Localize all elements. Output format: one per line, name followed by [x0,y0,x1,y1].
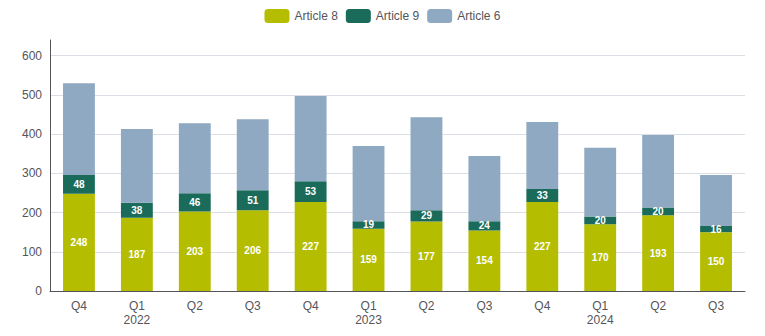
svg-text:100: 100 [22,245,42,259]
svg-text:Q3: Q3 [245,299,261,313]
svg-text:20: 20 [595,215,607,226]
svg-text:Q2: Q2 [418,299,434,313]
svg-text:29: 29 [421,210,433,221]
svg-text:2023: 2023 [355,313,382,327]
svg-text:170: 170 [592,252,609,263]
svg-text:Article 8: Article 8 [294,9,338,23]
svg-text:Article 6: Article 6 [457,9,501,23]
svg-text:2024: 2024 [587,313,614,327]
svg-text:400: 400 [22,127,42,141]
svg-text:20: 20 [653,206,665,217]
svg-text:33: 33 [537,190,549,201]
svg-text:227: 227 [302,241,319,252]
svg-text:Q4: Q4 [71,299,87,313]
svg-text:227: 227 [534,241,551,252]
svg-text:51: 51 [247,195,259,206]
svg-text:159: 159 [360,254,377,265]
svg-text:19: 19 [363,219,375,230]
svg-text:2022: 2022 [124,313,151,327]
svg-text:48: 48 [73,179,85,190]
svg-text:300: 300 [22,166,42,180]
svg-text:Article 9: Article 9 [376,9,420,23]
svg-text:600: 600 [22,49,42,63]
svg-text:Q4: Q4 [303,299,319,313]
svg-text:16: 16 [710,224,722,235]
svg-text:187: 187 [129,249,146,260]
svg-text:Q1: Q1 [129,299,145,313]
svg-text:Q1: Q1 [592,299,608,313]
svg-text:Q3: Q3 [476,299,492,313]
svg-text:Q2: Q2 [187,299,203,313]
svg-text:206: 206 [244,245,261,256]
svg-text:200: 200 [22,206,42,220]
svg-text:193: 193 [650,248,667,259]
svg-text:150: 150 [708,256,725,267]
svg-text:46: 46 [189,197,201,208]
svg-text:24: 24 [479,220,491,231]
svg-text:53: 53 [305,186,317,197]
svg-text:177: 177 [418,251,435,262]
svg-text:0: 0 [35,284,42,298]
svg-text:Q2: Q2 [650,299,666,313]
svg-text:Q4: Q4 [534,299,550,313]
svg-text:38: 38 [131,205,143,216]
svg-text:248: 248 [71,237,88,248]
svg-text:203: 203 [186,246,203,257]
svg-text:154: 154 [476,255,493,266]
svg-text:Q1: Q1 [361,299,377,313]
svg-text:Q3: Q3 [708,299,724,313]
svg-text:500: 500 [22,88,42,102]
